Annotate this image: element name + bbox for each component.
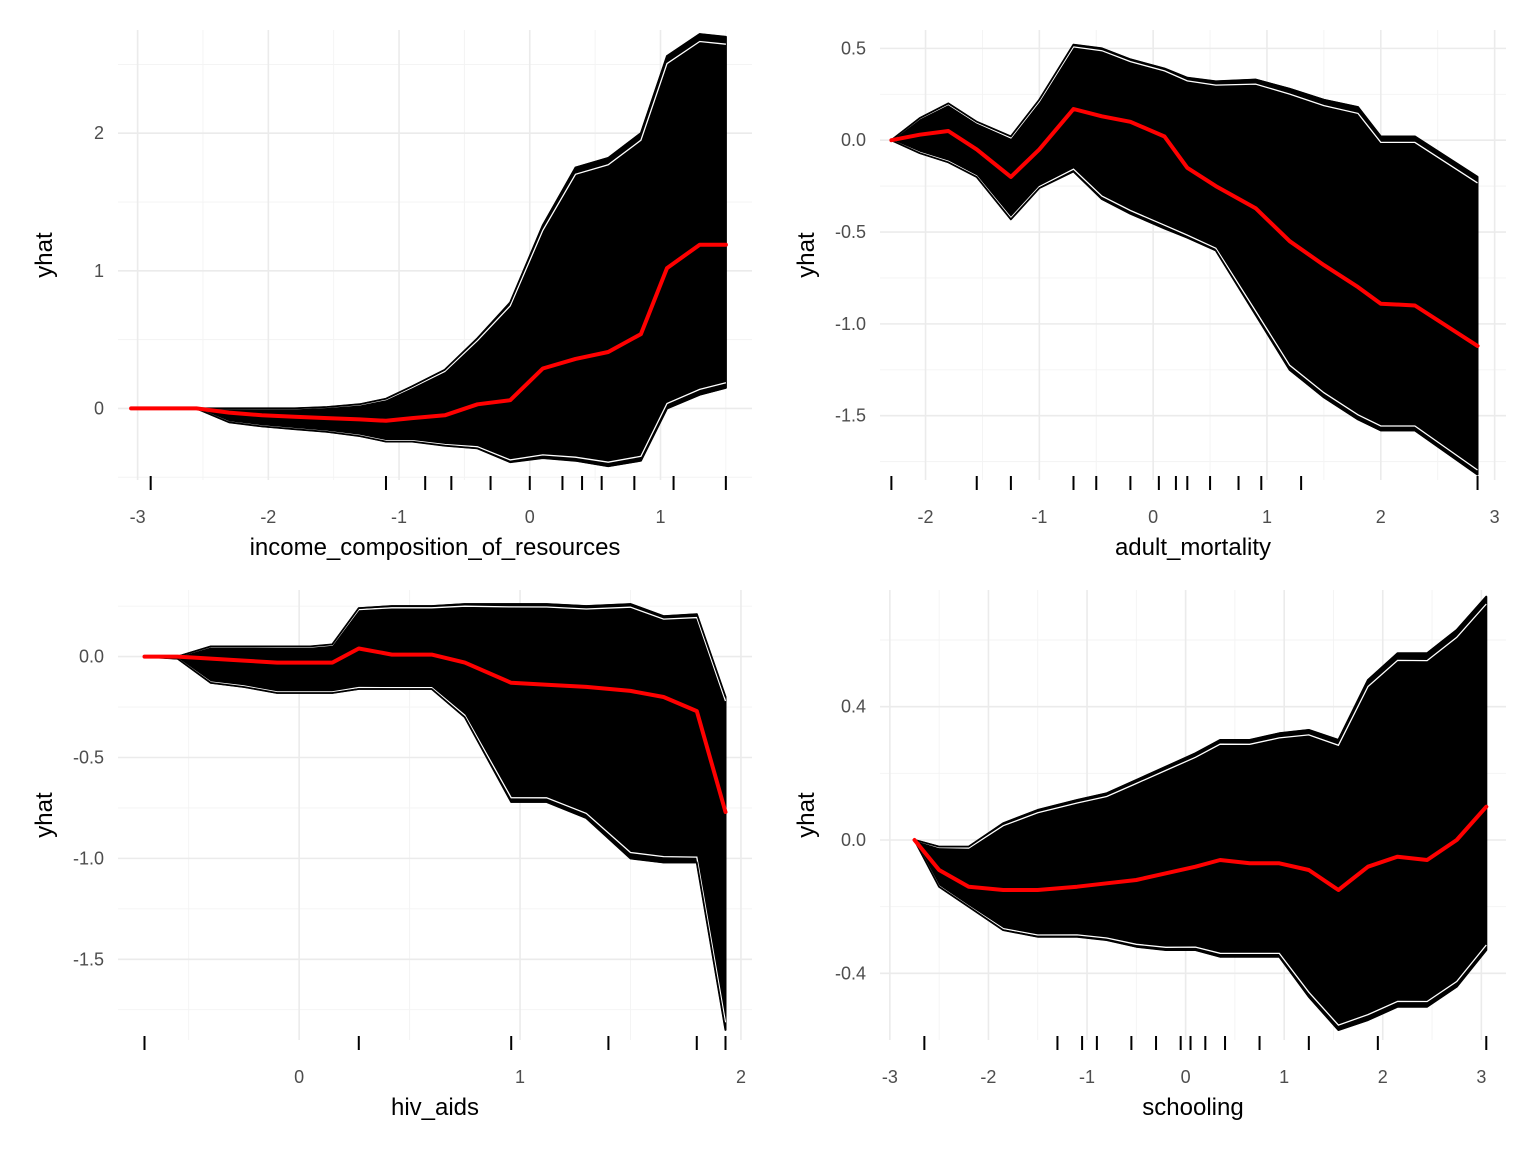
y-tick-label: 0.5 (841, 38, 866, 58)
rug-marks (149, 476, 727, 490)
panel-hiv-aids: 0 1 2 0.0 -0.5 -1.0 -1.5 hiv_aids yhat (31, 590, 752, 1121)
ice-curve-gap (914, 603, 1487, 849)
x-tick-label: 1 (1279, 1067, 1289, 1087)
x-tick-label: 0 (1181, 1067, 1191, 1087)
ice-curve-gap (144, 655, 727, 1023)
x-tick-label: -2 (980, 1067, 996, 1087)
x-tick-label: 2 (1376, 507, 1386, 527)
x-tick-label: -1 (391, 507, 407, 527)
ice-curve-gap (913, 839, 1487, 1026)
panel-schooling: -3 -2 -1 0 1 2 3 0.4 0.0 -0.4 schooling yhat (793, 590, 1506, 1121)
x-tick-label: 2 (1378, 1067, 1388, 1087)
x-tick-label: -1 (1079, 1067, 1095, 1087)
x-tick-label: -1 (1031, 507, 1047, 527)
x-tick-label: 0 (294, 1067, 304, 1087)
ice-curve-upper (144, 603, 727, 698)
y-tick-label: 0.0 (841, 830, 866, 850)
rug-marks (143, 1036, 727, 1050)
x-tick-label: 0 (525, 507, 535, 527)
x-tick-label: 1 (1262, 507, 1272, 527)
y-axis-title: yhat (31, 792, 58, 838)
x-tick-label: 2 (736, 1067, 746, 1087)
ice-curve (891, 139, 1478, 464)
ice-curves (143, 603, 727, 1031)
x-tick-label: 1 (655, 507, 665, 527)
y-tick-label: 0.0 (79, 647, 104, 667)
ice-curve (914, 600, 1487, 849)
ice-curve-upper (131, 33, 726, 410)
ice-curve (913, 839, 1487, 1012)
y-tick-label: 0 (94, 398, 104, 418)
y-tick-label: -0.4 (835, 963, 866, 983)
ice-curve (914, 615, 1487, 852)
ice-curve (131, 367, 727, 455)
pdp-line (889, 107, 1480, 348)
ice-curve (914, 606, 1487, 850)
ice-curve (891, 139, 1478, 458)
ice-curve (144, 655, 727, 1011)
ice-curve (913, 839, 1487, 1019)
y-tick-label: 1 (94, 261, 104, 281)
y-tick-label: 0.4 (841, 697, 866, 717)
ice-curve-lower (131, 387, 727, 468)
y-tick-label: 2 (94, 123, 104, 143)
ice-curve-upper (914, 596, 1487, 848)
ice-curve (890, 49, 1478, 193)
y-tick-label: -1.0 (73, 848, 104, 868)
y-tick-label: -1.0 (835, 314, 866, 334)
y-axis-title: yhat (793, 792, 820, 838)
ice-curve-gap (891, 46, 1478, 184)
ice-curve (890, 52, 1478, 202)
x-tick-label: 3 (1490, 507, 1500, 527)
x-tick-label: 3 (1476, 1067, 1486, 1087)
pdp-line (142, 646, 728, 814)
ice-curve-lower (913, 839, 1487, 1031)
y-tick-label: -0.5 (835, 222, 866, 242)
ice-curve (131, 62, 726, 411)
y-tick-label: -1.5 (835, 406, 866, 426)
y-axis-title: yhat (31, 232, 58, 278)
y-tick-label: -0.5 (73, 747, 104, 767)
x-axis-title: income_composition_of_resources (250, 534, 621, 561)
x-tick-label: 0 (1148, 507, 1158, 527)
ice-curve (144, 655, 727, 1000)
ice-curve (914, 625, 1487, 854)
x-tick-label: -3 (882, 1067, 898, 1087)
x-axis-title: hiv_aids (391, 1094, 479, 1121)
y-axis-title: yhat (793, 232, 820, 278)
y-tick-label: 0.0 (841, 130, 866, 150)
x-tick-label: -2 (918, 507, 934, 527)
x-axis-title: schooling (1142, 1094, 1243, 1121)
ice-curve (144, 611, 727, 714)
y-tick-label: -1.5 (73, 949, 104, 969)
ice-curve-lower (144, 655, 727, 1031)
x-tick-label: -2 (260, 507, 276, 527)
panel-income-composition: -3 -2 -1 0 1 0 1 2 income_composition_of_resourc… (31, 30, 752, 561)
rug-marks (923, 1036, 1488, 1050)
x-axis-title: adult_mortality (1115, 534, 1271, 561)
panel-adult-mortality: -2 -1 0 1 2 3 0.5 0.0 -0.5 -1.0 -1.5 adult_mortalit… (793, 30, 1506, 561)
pdp-line (912, 804, 1489, 892)
x-tick-label: -3 (130, 507, 146, 527)
ice-curves (913, 595, 1488, 1031)
ice-curve-upper (890, 43, 1478, 178)
rug-marks (890, 476, 1479, 490)
x-tick-label: 1 (515, 1067, 525, 1087)
ice-curve-lower (891, 139, 1478, 476)
pdp-line (129, 242, 728, 423)
